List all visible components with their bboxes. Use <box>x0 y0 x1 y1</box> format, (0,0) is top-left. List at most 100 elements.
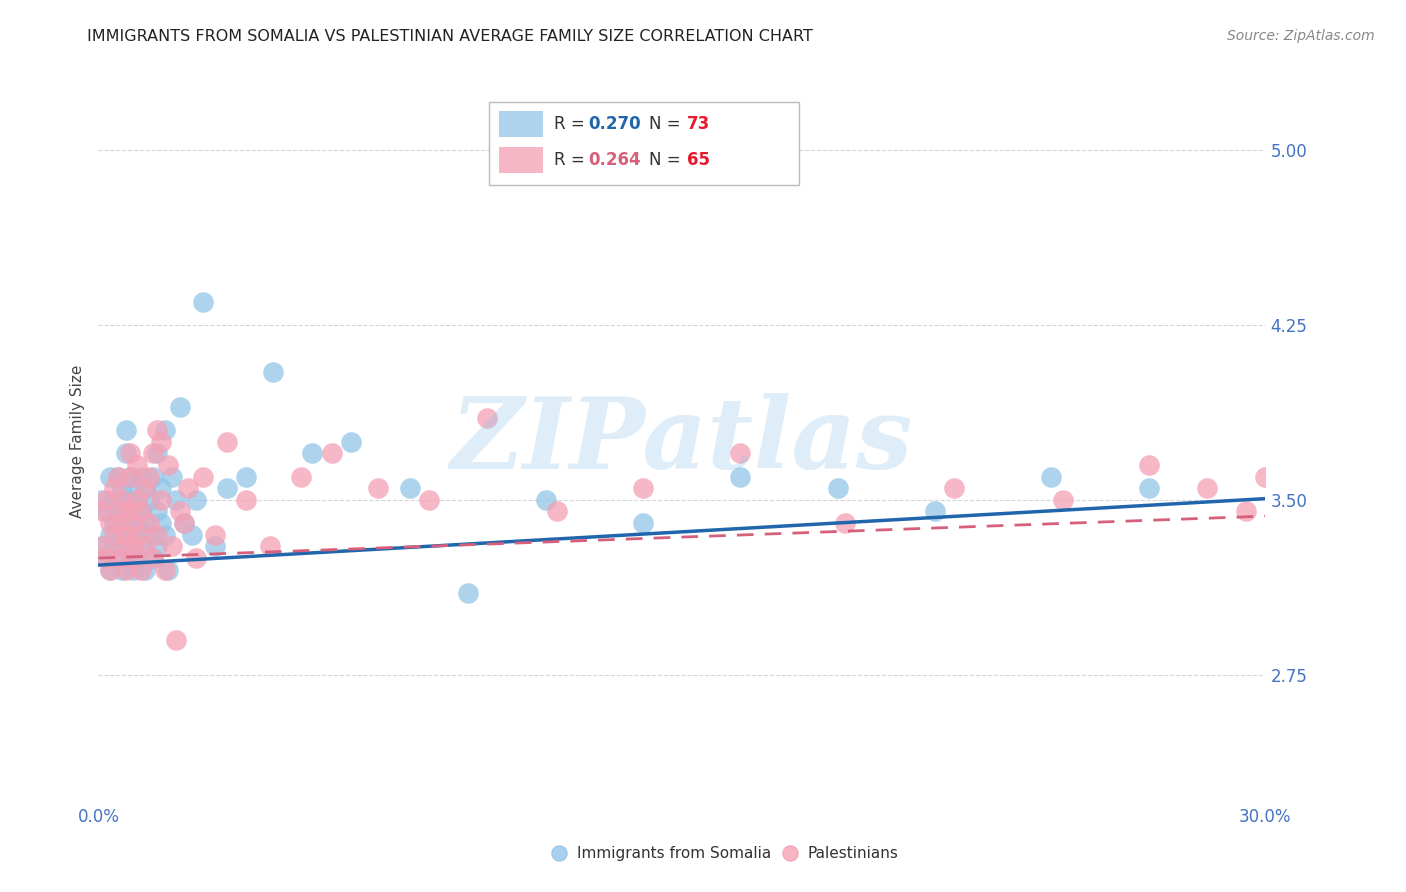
Point <box>367 481 389 495</box>
Text: 73: 73 <box>686 115 710 133</box>
Point <box>98 516 121 530</box>
Point <box>157 563 180 577</box>
Point <box>103 481 125 495</box>
Point <box>149 516 172 530</box>
Point <box>943 481 966 495</box>
Point <box>114 540 136 554</box>
Text: N =: N = <box>650 115 686 133</box>
Text: 0.270: 0.270 <box>589 115 641 133</box>
Text: ZIPatlas: ZIPatlas <box>451 393 912 490</box>
Point <box>631 516 654 530</box>
Point <box>138 492 160 507</box>
FancyBboxPatch shape <box>499 111 543 136</box>
Point <box>146 446 169 460</box>
Point <box>107 551 129 566</box>
Point <box>134 481 156 495</box>
Point <box>91 540 114 554</box>
Point <box>730 446 752 460</box>
Point <box>96 551 118 566</box>
Point <box>122 563 145 577</box>
Point <box>118 469 141 483</box>
Point <box>534 492 557 507</box>
Point <box>193 294 215 309</box>
Point <box>162 540 184 554</box>
Point <box>91 504 114 518</box>
Point <box>184 551 207 566</box>
Point <box>122 551 145 566</box>
Point <box>103 540 125 554</box>
Point <box>134 563 156 577</box>
Point <box>165 632 187 647</box>
Point <box>127 492 149 507</box>
Point <box>169 504 191 518</box>
Point <box>122 540 145 554</box>
Point <box>111 516 134 530</box>
Point <box>321 446 343 460</box>
Point <box>340 434 363 449</box>
Point <box>153 528 176 542</box>
Point <box>129 504 152 518</box>
Point <box>98 563 121 577</box>
Point <box>138 516 160 530</box>
Point <box>138 469 160 483</box>
Point <box>127 551 149 566</box>
Text: N =: N = <box>650 151 686 169</box>
Point <box>122 540 145 554</box>
Point <box>114 528 136 542</box>
Point <box>142 551 165 566</box>
Point <box>103 516 125 530</box>
Point <box>107 528 129 542</box>
Point <box>162 469 184 483</box>
Point <box>114 563 136 577</box>
Point <box>259 540 281 554</box>
Point <box>235 469 257 483</box>
Text: IMMIGRANTS FROM SOMALIA VS PALESTINIAN AVERAGE FAMILY SIZE CORRELATION CHART: IMMIGRANTS FROM SOMALIA VS PALESTINIAN A… <box>87 29 813 44</box>
Point <box>107 551 129 566</box>
Point <box>129 540 152 554</box>
Point <box>184 492 207 507</box>
Point <box>157 458 180 472</box>
Point <box>146 528 169 542</box>
Point <box>262 365 284 379</box>
Point <box>111 540 134 554</box>
Text: R =: R = <box>554 115 589 133</box>
Point <box>177 481 200 495</box>
Point <box>96 504 118 518</box>
Point <box>107 469 129 483</box>
Point <box>142 469 165 483</box>
Point <box>173 516 195 530</box>
Point <box>134 516 156 530</box>
Point <box>129 469 152 483</box>
Point <box>169 400 191 414</box>
Point <box>111 563 134 577</box>
Point <box>142 551 165 566</box>
Point <box>153 563 176 577</box>
Point <box>129 563 152 577</box>
Point <box>142 446 165 460</box>
Point <box>1234 504 1257 518</box>
Point <box>153 423 176 437</box>
Point <box>118 516 141 530</box>
Point <box>215 434 238 449</box>
Point <box>111 504 134 518</box>
Point <box>1052 492 1074 507</box>
Point <box>180 528 202 542</box>
Point <box>118 551 141 566</box>
Point <box>118 469 141 483</box>
Point <box>418 492 440 507</box>
Point <box>204 540 226 554</box>
Point <box>103 492 125 507</box>
Y-axis label: Average Family Size: Average Family Size <box>69 365 84 518</box>
Point <box>111 481 134 495</box>
Point <box>134 481 156 495</box>
Point <box>149 481 172 495</box>
Text: Immigrants from Somalia: Immigrants from Somalia <box>576 846 770 861</box>
Point <box>127 528 149 542</box>
Point <box>215 481 238 495</box>
Point <box>1195 481 1218 495</box>
Point <box>827 481 849 495</box>
Text: 0.264: 0.264 <box>589 151 641 169</box>
Point <box>127 492 149 507</box>
Point <box>98 469 121 483</box>
Point <box>96 551 118 566</box>
